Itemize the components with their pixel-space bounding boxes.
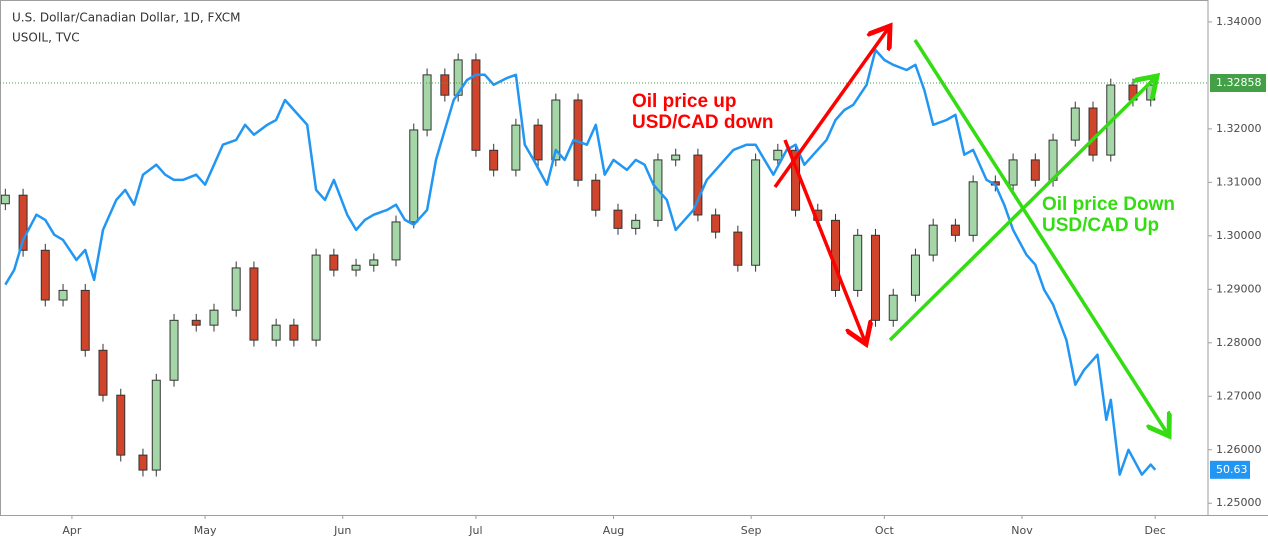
arrows [773,26,1169,436]
candle-body [888,294,898,321]
candle-body [591,179,601,211]
candle-body [870,234,880,321]
candle-body [422,74,432,131]
y-tick-label: 1.32000 [1216,122,1262,135]
candle-body [271,324,281,341]
annotation: Oil price up [632,91,737,112]
y-tick-label: 1.30000 [1216,229,1262,242]
candle-body [369,259,379,266]
candle-body [853,234,863,291]
candle-body [249,267,259,341]
candle-body [391,221,401,261]
x-tick-label: Nov [1011,524,1033,537]
x-tick-label: Aug [603,524,624,537]
candle-body [489,149,499,171]
candle-body [0,194,10,205]
y-tick-label: 1.31000 [1216,175,1262,188]
last-value-box [1210,460,1250,479]
annotation: USD/CAD down [632,112,773,133]
candle-body [631,219,641,229]
candle-body [910,254,920,296]
subtitle: USOIL, TVC [12,31,80,45]
y-tick-label: 1.25000 [1216,496,1262,509]
y-tick-label: 1.28000 [1216,336,1262,349]
arrow [913,39,1169,436]
candle-body [138,454,148,471]
candle-body [471,59,481,151]
arrow [783,139,866,344]
candle-body [18,194,28,251]
candle-body [773,149,783,161]
oil-line [4,48,1157,476]
x-tick-label: Apr [62,524,82,537]
candle-body [711,214,721,233]
candle-body [351,264,361,271]
x-tick-label: Dec [1145,524,1166,537]
y-tick-label: 1.34000 [1216,15,1262,28]
x-tick-label: Jul [468,524,482,537]
candle-body [551,99,561,161]
candle-body [693,154,703,216]
candle-body [98,349,108,396]
candle-body [950,224,960,236]
last-value-label: 50.63 [1216,463,1248,476]
x-tick-label: Jun [333,524,351,537]
y-tick-label: 1.26000 [1216,443,1262,456]
candle-body [671,154,681,161]
x-tick-label: Sep [741,524,762,537]
candle-body [440,74,450,96]
candle-body [511,124,521,171]
candle-body [58,289,68,301]
candle-body [329,254,339,271]
candle-body [1088,107,1098,156]
candle-body [209,309,219,326]
candle-body [116,394,126,456]
candle-body [169,319,179,381]
y-tick-label: 1.29000 [1216,282,1262,295]
candle-body [1030,159,1040,181]
candle-body [311,254,321,341]
x-tick-label: May [194,524,217,537]
candle-body [613,209,623,229]
candle-body [1070,107,1080,141]
candle-body [231,267,241,311]
last-price-label: 1.32858 [1216,76,1262,89]
candle-body [151,379,161,471]
candle-body [928,224,938,256]
candle-body [409,129,419,223]
candle-body [191,319,201,326]
x-tick-label: Oct [875,524,895,537]
annotation: USD/CAD Up [1042,215,1159,236]
candle-body [831,219,841,291]
y-tick-label: 1.27000 [1216,389,1262,402]
candle-body [968,181,978,236]
last-price-box [1210,73,1266,92]
candle-body [533,124,543,161]
candle-body [1008,159,1018,186]
candle-body [289,324,299,341]
chart-title: U.S. Dollar/Canadian Dollar, 1D, FXCM [12,11,241,25]
candle-body [733,231,743,266]
candle-body [751,159,761,266]
annotation: Oil price Down [1042,194,1175,215]
candle-body [80,289,90,351]
candle-body [40,249,50,301]
